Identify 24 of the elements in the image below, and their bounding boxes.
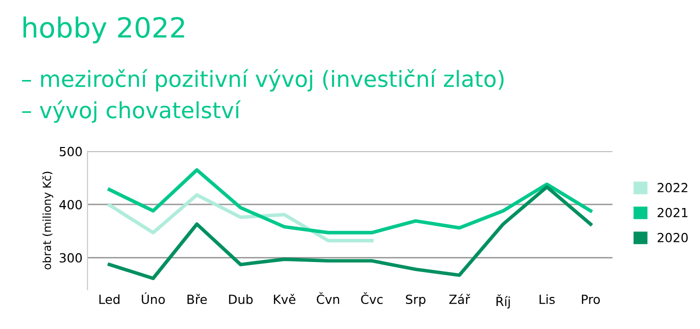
legend-label: 2022 (658, 182, 688, 192)
legend-label: 2020 (658, 232, 688, 242)
x-tick-label: Kvě (274, 294, 296, 304)
line-series (108, 193, 374, 242)
x-tick-label: Led (99, 294, 120, 304)
chart-subtitle: – meziroční pozitivní vývoj (investiční zlato) – vývoj chovatelství (22, 69, 504, 123)
chart-title: hobby 2022 (24, 16, 184, 44)
line-series (108, 168, 592, 234)
x-tick-label: Srp (406, 294, 426, 306)
x-tick-label: Čvn (316, 292, 340, 304)
legend-label: 2021 (658, 208, 688, 218)
y-tick-label: 500 (60, 146, 82, 156)
y-axis-title: obrat (miliony Kč) (42, 172, 54, 270)
x-tick-label: Bře (188, 294, 207, 304)
y-tick-label: 300 (60, 253, 82, 263)
x-tick-label: Dub (229, 294, 253, 304)
x-tick-label: Říj (496, 294, 510, 309)
x-tick-label: Zář (449, 294, 470, 304)
line-series (108, 185, 592, 280)
y-tick-label: 400 (59, 200, 82, 210)
x-tick-label: Úno (142, 292, 165, 304)
x-tick-label: Lis (540, 294, 555, 304)
x-tick-label: Čvc (361, 292, 383, 304)
x-tick-label: Pro (582, 294, 600, 304)
